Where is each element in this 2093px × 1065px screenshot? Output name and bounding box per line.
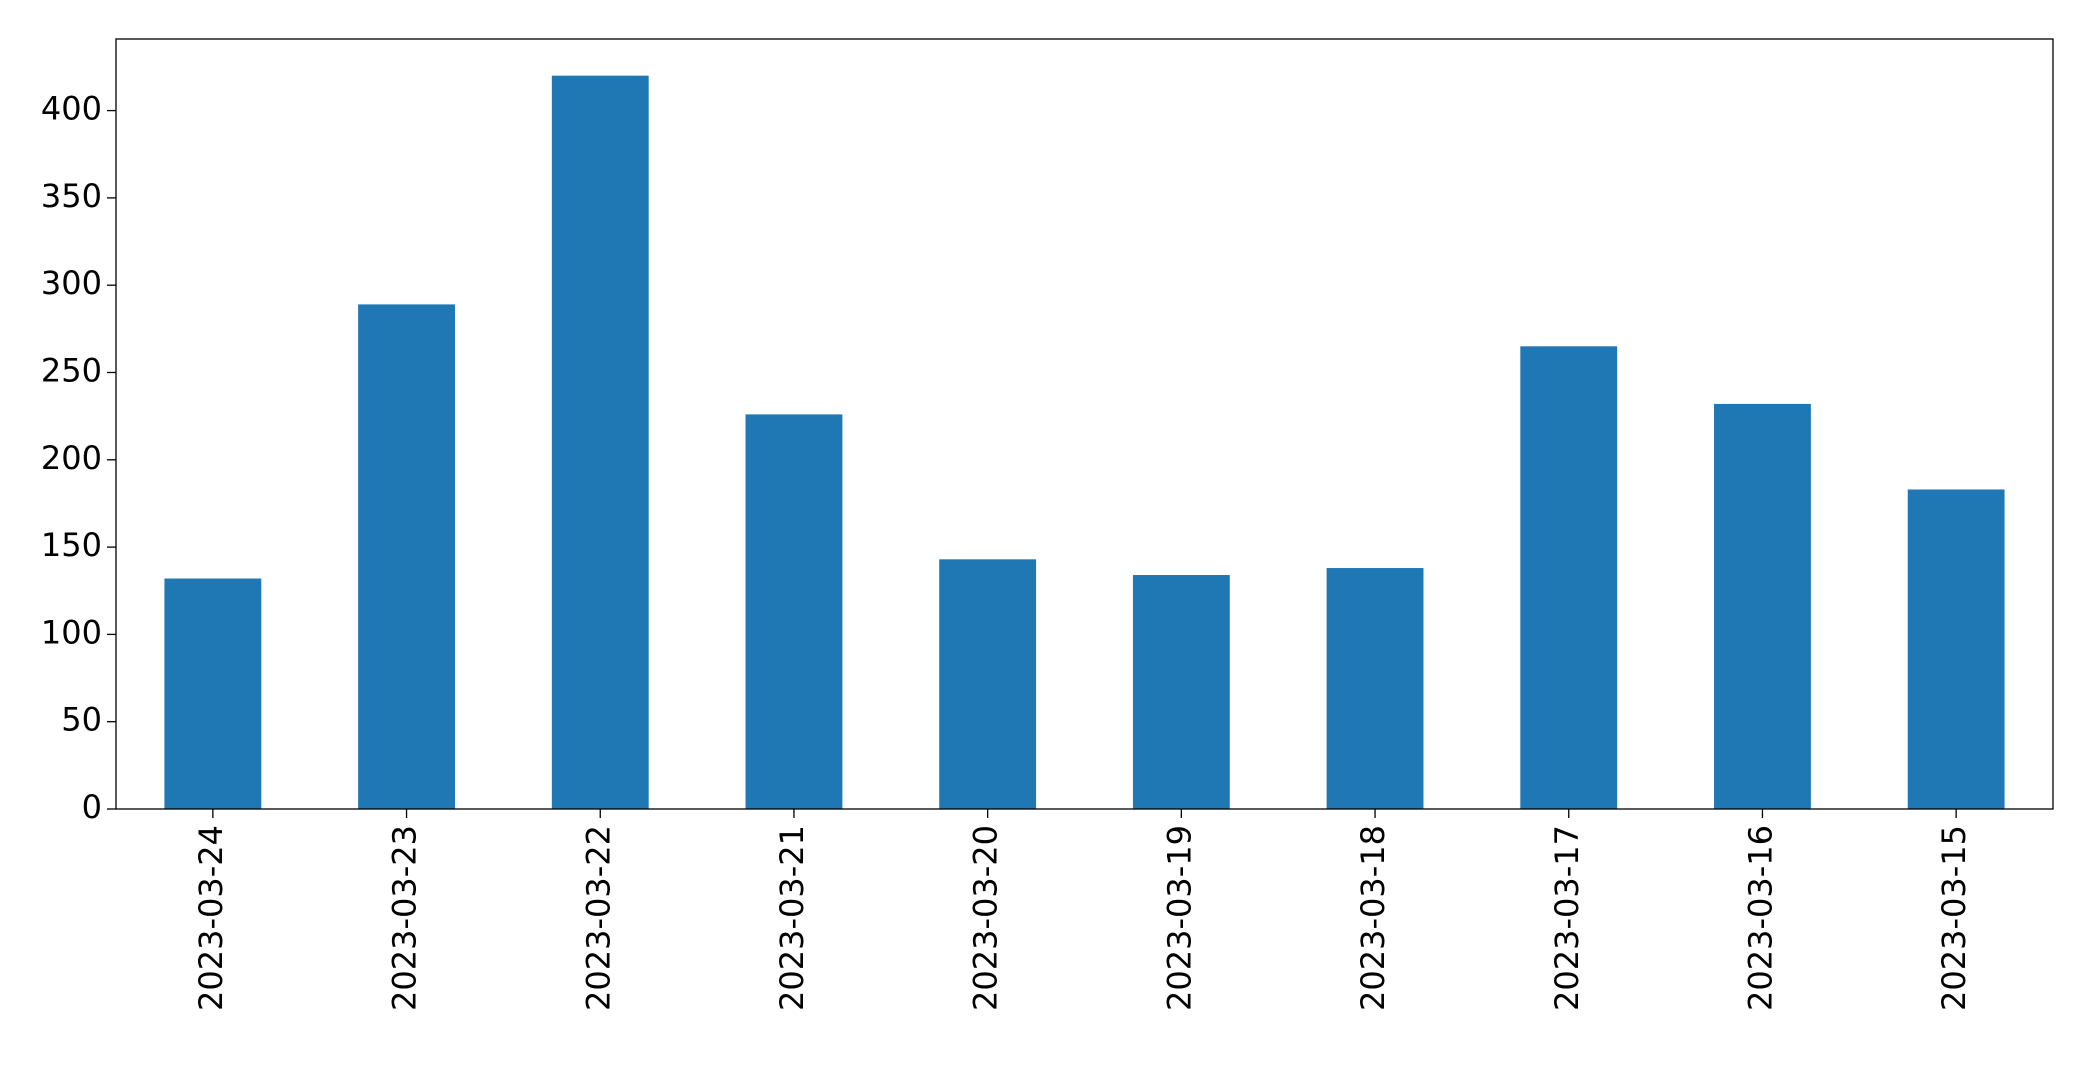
bar bbox=[745, 414, 843, 809]
x-tick-label: 2023-03-16 bbox=[1741, 825, 1779, 1011]
bar bbox=[164, 578, 262, 809]
y-tick-label: 150 bbox=[41, 526, 102, 564]
y-tick-label: 300 bbox=[41, 264, 102, 302]
x-tick-label: 2023-03-24 bbox=[192, 825, 230, 1011]
y-tick-label: 350 bbox=[41, 177, 102, 215]
bar bbox=[358, 304, 455, 809]
x-tick-label: 2023-03-20 bbox=[967, 825, 1005, 1011]
y-tick-label: 100 bbox=[41, 613, 102, 651]
bar bbox=[939, 559, 1037, 809]
y-tick-label: 250 bbox=[41, 351, 102, 389]
x-tick-label: 2023-03-18 bbox=[1354, 825, 1392, 1011]
plot-frame bbox=[115, 38, 2054, 810]
bar bbox=[1520, 346, 1618, 809]
y-tick-label: 400 bbox=[41, 90, 102, 128]
x-tick-label: 2023-03-21 bbox=[773, 825, 811, 1011]
x-tick-label: 2023-03-23 bbox=[386, 825, 424, 1011]
bar bbox=[1326, 568, 1424, 809]
y-tick-label: 50 bbox=[61, 701, 102, 739]
x-tick-label: 2023-03-19 bbox=[1160, 825, 1198, 1011]
bar bbox=[1714, 403, 1811, 809]
bar bbox=[1132, 575, 1230, 809]
x-tick-label: 2023-03-22 bbox=[579, 825, 617, 1011]
y-tick-label: 0 bbox=[82, 788, 102, 826]
x-tick-label: 2023-03-15 bbox=[1935, 825, 1973, 1011]
bar bbox=[1907, 489, 2005, 809]
x-tick-label: 2023-03-17 bbox=[1548, 825, 1586, 1011]
y-tick-label: 200 bbox=[41, 439, 102, 477]
bar bbox=[551, 75, 649, 809]
